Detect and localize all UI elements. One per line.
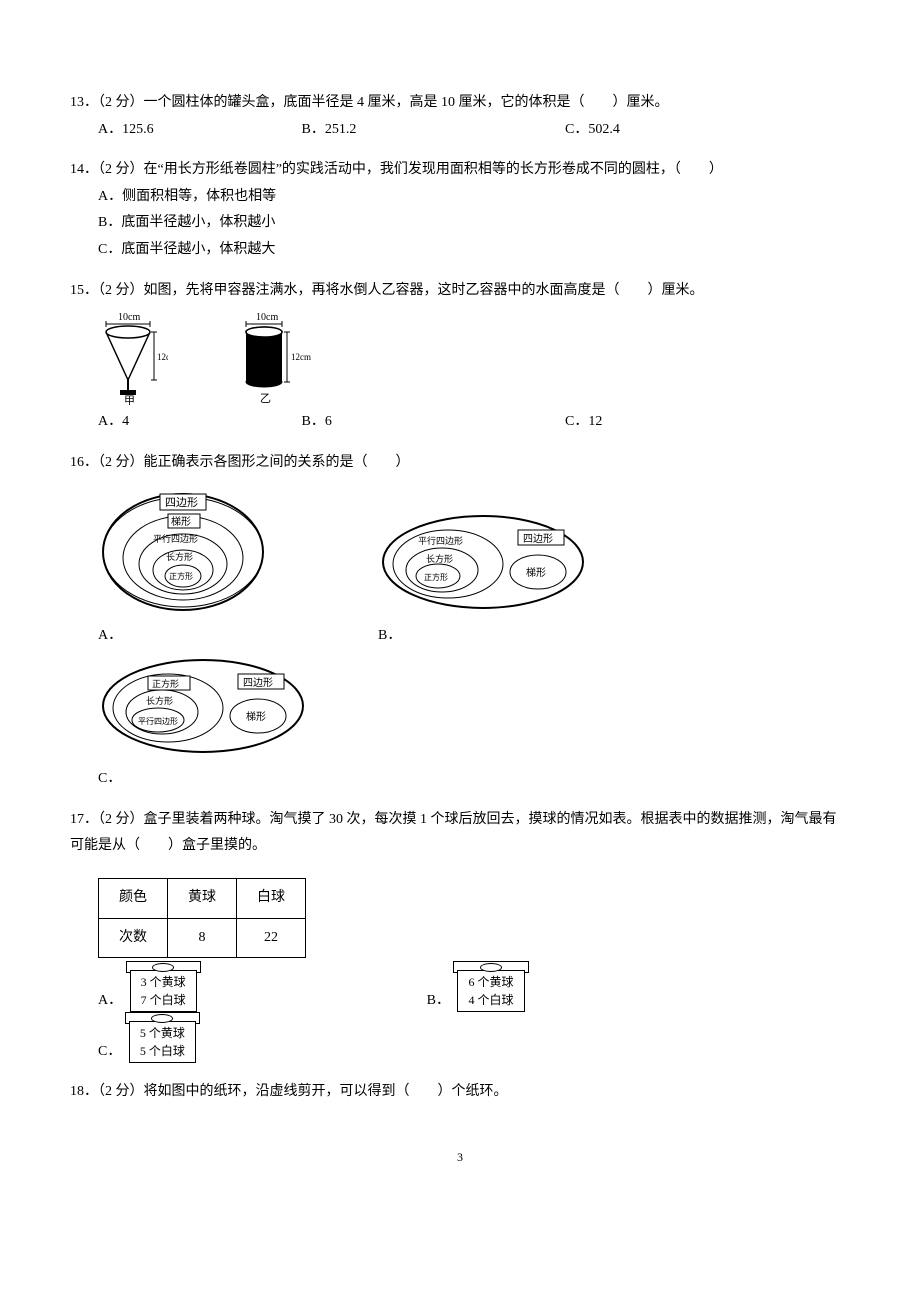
svg-text:梯形: 梯形 [246, 710, 266, 723]
svg-text:平行四边形: 平行四边形 [418, 535, 463, 546]
box-c-icon: 5 个黄球 5 个白球 [129, 1021, 196, 1063]
box-a-icon: 3 个黄球 7 个白球 [130, 970, 197, 1012]
box-c-line1: 5 个黄球 [140, 1026, 185, 1040]
th-white: 白球 [237, 878, 306, 918]
question-13: 13．（2 分）一个圆柱体的罐头盒，底面半径是 4 厘米，高是 10 厘米，它的… [70, 90, 850, 143]
box-c-line2: 5 个白球 [140, 1044, 185, 1058]
th-color: 颜色 [99, 878, 168, 918]
q13-opt-a: A．125.6 [98, 117, 298, 144]
svg-text:梯形: 梯形 [526, 566, 546, 579]
q13-opt-c: C．502.4 [565, 117, 620, 144]
row-count: 次数 [99, 918, 168, 958]
svg-text:四边形: 四边形 [243, 677, 273, 689]
q15-text: 15．（2 分）如图，先将甲容器注满水，再将水倒人乙容器，这时乙容器中的水面高度… [70, 278, 850, 305]
svg-text:10cm: 10cm [256, 312, 278, 323]
svg-text:10cm: 10cm [118, 312, 140, 323]
q17-opt-b: B． 6 个黄球 4 个白球 [427, 970, 525, 1015]
q17-row-ab: A． 3 个黄球 7 个白球 B． 6 个黄球 4 个白球 [70, 970, 850, 1015]
venn-a-icon: 四边形 梯形 平行四边形 长方形 正方形 [98, 482, 268, 612]
q14-opt-c: C．底面半径越小，体积越大 [70, 237, 850, 264]
q15-opt-a: A．4 [98, 409, 298, 436]
svg-text:正方形: 正方形 [424, 572, 448, 582]
q15-options: A．4 B．6 C．12 [70, 409, 850, 436]
svg-text:长方形: 长方形 [426, 553, 453, 564]
venn-b-icon: 平行四边形 长方形 正方形 四边形 梯形 [378, 512, 588, 612]
question-17: 17．（2 分）盒子里装着两种球。淘气摸了 30 次，每次摸 1 个球后放回去，… [70, 807, 850, 1066]
svg-text:梯形: 梯形 [171, 515, 191, 528]
q13-options: A．125.6 B．251.2 C．502.4 [70, 117, 850, 144]
q13-text: 13．（2 分）一个圆柱体的罐头盒，底面半径是 4 厘米，高是 10 厘米，它的… [70, 90, 850, 117]
svg-text:长方形: 长方形 [166, 551, 193, 562]
svg-text:长方形: 长方形 [146, 695, 173, 706]
q16-c-label: C． [98, 771, 121, 786]
box-b-line1: 6 个黄球 [468, 975, 513, 989]
q16-opt-a-wrap: 四边形 梯形 平行四边形 长方形 正方形 A． [98, 482, 268, 649]
cone-jia-icon: 10cm 12cm 甲 [98, 310, 168, 405]
q14-text: 14．（2 分）在“用长方形纸卷圆柱”的实践活动中，我们发现用面积相等的长方形卷… [70, 157, 850, 184]
svg-text:12cm: 12cm [157, 352, 168, 362]
q17-table: 颜色 黄球 白球 次数 8 22 [98, 878, 306, 958]
q16-a-label: A． [98, 628, 122, 643]
q15-opt-c: C．12 [565, 409, 602, 436]
q17-a-label: A． [98, 993, 122, 1008]
q17-row-c: C． 5 个黄球 5 个白球 [70, 1021, 850, 1066]
th-yellow: 黄球 [168, 878, 237, 918]
q17-c-label: C． [98, 1044, 121, 1059]
question-16: 16．（2 分）能正确表示各图形之间的关系的是（ ） 四边形 梯形 平行四边形 … [70, 450, 850, 793]
q14-opt-a: A．侧面积相等，体积也相等 [70, 184, 850, 211]
svg-text:正方形: 正方形 [169, 571, 193, 581]
question-15: 15．（2 分）如图，先将甲容器注满水，再将水倒人乙容器，这时乙容器中的水面高度… [70, 278, 850, 436]
q15-figure: 10cm 12cm 甲 10cm 12cm 乙 [70, 310, 850, 405]
question-14: 14．（2 分）在“用长方形纸卷圆柱”的实践活动中，我们发现用面积相等的长方形卷… [70, 157, 850, 263]
q16-row-c: 正方形 长方形 平行四边形 四边形 梯形 C． [70, 656, 850, 793]
q16-opt-b-wrap: 平行四边形 长方形 正方形 四边形 梯形 B． [378, 512, 588, 649]
cylinder-yi-icon: 10cm 12cm 乙 [238, 310, 313, 405]
q17-text: 17．（2 分）盒子里装着两种球。淘气摸了 30 次，每次摸 1 个球后放回去，… [70, 807, 850, 860]
q18-text: 18．（2 分）将如图中的纸环，沿虚线剪开，可以得到（ ）个纸环。 [70, 1079, 850, 1106]
venn-c-icon: 正方形 长方形 平行四边形 四边形 梯形 [98, 656, 308, 756]
svg-text:甲: 甲 [124, 395, 135, 405]
svg-text:平行四边形: 平行四边形 [153, 533, 198, 544]
q17-b-label: B． [427, 993, 450, 1008]
val-white: 22 [237, 918, 306, 958]
box-a-line1: 3 个黄球 [141, 975, 186, 989]
q14-opt-b: B．底面半径越小，体积越小 [70, 210, 850, 237]
q16-b-label: B． [378, 628, 401, 643]
svg-text:12cm: 12cm [291, 352, 311, 362]
q15-opt-b: B．6 [302, 409, 562, 436]
page-number: 3 [70, 1146, 850, 1169]
box-b-line2: 4 个白球 [468, 993, 513, 1007]
svg-text:四边形: 四边形 [523, 533, 553, 545]
q13-opt-b: B．251.2 [302, 117, 562, 144]
svg-text:四边形: 四边形 [165, 496, 198, 509]
q16-text: 16．（2 分）能正确表示各图形之间的关系的是（ ） [70, 450, 850, 477]
q17-opt-a: A． 3 个黄球 7 个白球 [98, 970, 197, 1015]
svg-text:平行四边形: 平行四边形 [138, 716, 178, 726]
box-a-line2: 7 个白球 [141, 993, 186, 1007]
box-b-icon: 6 个黄球 4 个白球 [457, 970, 524, 1012]
svg-text:正方形: 正方形 [152, 678, 179, 689]
question-18: 18．（2 分）将如图中的纸环，沿虚线剪开，可以得到（ ）个纸环。 [70, 1079, 850, 1106]
svg-text:乙: 乙 [260, 392, 271, 405]
q16-row-ab: 四边形 梯形 平行四边形 长方形 正方形 A． 平行四边形 长方形 [70, 482, 850, 649]
val-yellow: 8 [168, 918, 237, 958]
